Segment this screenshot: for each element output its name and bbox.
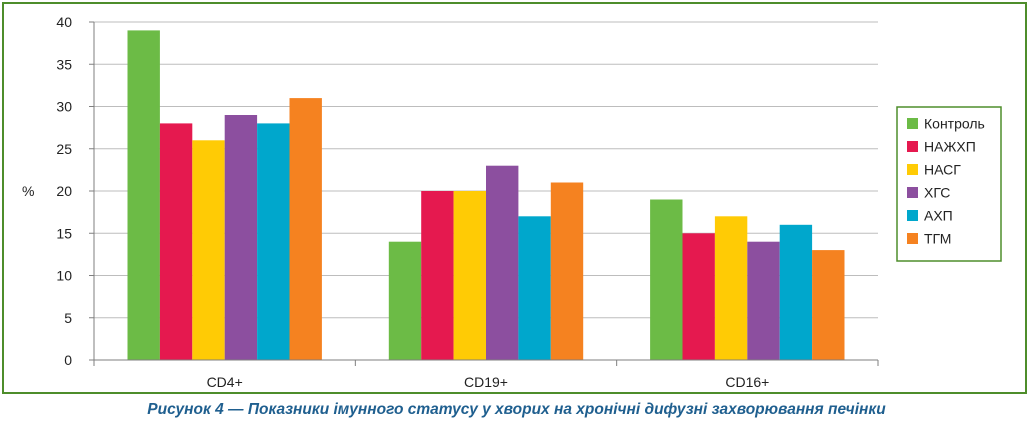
bar-АХП-CD4+ <box>257 123 290 361</box>
bar-ХГС-CD4+ <box>224 115 258 360</box>
bar-НАСГ-CD16+ <box>714 216 748 360</box>
bar-ТГМ-CD4+ <box>289 98 322 360</box>
legend-label: АХП <box>924 208 953 224</box>
y-tick-label: 0 <box>64 352 72 368</box>
x-category-label: CD4+ <box>207 374 243 390</box>
bar-АХП-CD19+ <box>518 216 551 360</box>
bars <box>127 30 845 361</box>
legend: Контроль НАЖХП НАСГ ХГС АХП ТГМ <box>896 106 1002 262</box>
y-tick-label: 40 <box>56 14 72 30</box>
y-tick-label: 25 <box>56 141 72 157</box>
bar-АХП-CD16+ <box>779 224 813 360</box>
y-tick-label: 5 <box>64 310 72 326</box>
bar-Контроль-CD4+ <box>127 30 160 361</box>
bar-НАСГ-CD19+ <box>453 191 486 360</box>
y-tick-label: 20 <box>56 183 72 199</box>
bar-ХГС-CD19+ <box>486 165 519 360</box>
bar-Контроль-CD16+ <box>650 199 683 360</box>
x-category-label: CD16+ <box>725 374 769 390</box>
legend-label: НАЖХП <box>924 139 976 155</box>
axes <box>93 22 879 366</box>
y-axis-ticks: 0 5 10 15 20 25 30 35 40 <box>56 14 94 368</box>
bar-НАСГ-CD4+ <box>192 140 225 360</box>
legend-swatch <box>907 141 918 152</box>
legend-swatch <box>907 118 918 129</box>
bar-НАЖХП-CD19+ <box>421 191 454 360</box>
y-axis-label: % <box>22 183 34 199</box>
y-tick-label: 30 <box>56 99 72 115</box>
bar-ТГМ-CD19+ <box>550 182 584 360</box>
bar-ТГМ-CD16+ <box>812 250 845 360</box>
bar-НАЖХП-CD4+ <box>159 123 193 361</box>
y-tick-label: 35 <box>56 56 72 72</box>
legend-swatch <box>907 210 918 221</box>
figure-caption: Рисунок 4 — Показники імунного статусу у… <box>147 401 886 418</box>
legend-label: Контроль <box>924 116 985 132</box>
legend-label: ТГМ <box>924 231 951 247</box>
legend-label: НАСГ <box>924 162 961 178</box>
legend-swatch <box>907 187 918 198</box>
bar-chart: 0 5 10 15 20 25 30 35 40 CD4+ CD19+ CD16+ % Контро… <box>22 14 1002 390</box>
legend-swatch <box>907 233 918 244</box>
bar-ХГС-CD16+ <box>747 241 780 360</box>
legend-swatch <box>907 164 918 175</box>
bar-НАЖХП-CD16+ <box>682 233 715 361</box>
y-tick-label: 15 <box>56 225 72 241</box>
x-category-label: CD19+ <box>464 374 508 390</box>
category-labels: CD4+ CD19+ CD16+ <box>207 374 770 390</box>
y-tick-label: 10 <box>56 268 72 284</box>
legend-label: ХГС <box>924 185 950 201</box>
bar-Контроль-CD19+ <box>388 241 422 360</box>
